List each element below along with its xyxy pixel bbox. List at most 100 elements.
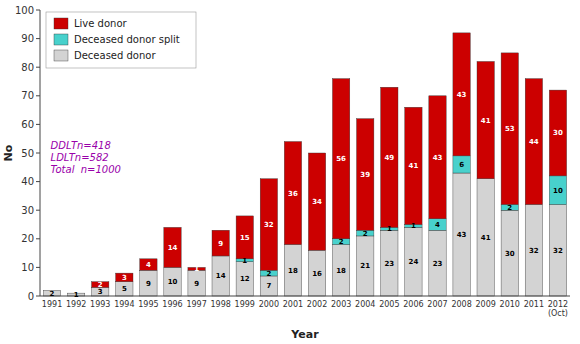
x-tick-label: 1993 xyxy=(90,300,110,309)
data-label: 2 xyxy=(50,290,55,298)
y-tick-label: 40 xyxy=(21,176,34,187)
x-tick-label: 2008 xyxy=(451,300,471,309)
y-axis-label: No xyxy=(2,144,15,161)
x-tick-label: 2004 xyxy=(355,300,375,309)
bar-segment xyxy=(381,230,398,296)
bar-segment xyxy=(429,230,446,296)
data-label: 4 xyxy=(435,221,440,229)
x-tick-label: 2000 xyxy=(259,300,279,309)
y-tick xyxy=(36,296,40,297)
data-label: 32 xyxy=(553,247,563,255)
data-label: 3 xyxy=(122,274,127,282)
y-tick xyxy=(36,238,40,239)
bar-segment xyxy=(308,250,325,296)
x-tick-label: 2012(Oct) xyxy=(548,300,568,318)
y-tick xyxy=(36,124,40,125)
y-tick-label: 90 xyxy=(21,33,34,44)
y-tick-label: 50 xyxy=(21,148,34,159)
legend-swatch xyxy=(54,18,68,29)
data-label: 5 xyxy=(122,285,127,293)
bar-segment xyxy=(453,156,470,173)
data-label: 6 xyxy=(459,161,464,169)
legend-box xyxy=(46,12,196,68)
y-tick xyxy=(36,267,40,268)
data-label: 23 xyxy=(384,260,394,268)
data-label: 36 xyxy=(288,190,298,198)
data-label: 49 xyxy=(384,154,394,162)
bar-segment xyxy=(332,245,349,296)
data-label: 30 xyxy=(505,250,515,258)
data-label: 9 xyxy=(218,240,223,248)
data-label: 18 xyxy=(288,267,298,275)
bar-segment xyxy=(501,210,518,296)
data-label: 30 xyxy=(553,129,563,137)
data-label: 15 xyxy=(240,234,250,242)
data-label: 2 xyxy=(363,230,368,238)
bar-segment xyxy=(549,90,566,176)
x-tick-label: 1996 xyxy=(162,300,182,309)
bar-segment xyxy=(212,256,229,296)
x-tick-label: 2005 xyxy=(379,300,399,309)
chart: 0102030405060708090100199119921993199419… xyxy=(0,0,580,344)
bar-segment xyxy=(381,87,398,227)
x-axis xyxy=(40,296,570,297)
legend-swatch xyxy=(54,50,68,61)
bar-segment xyxy=(164,227,181,267)
bar-segment xyxy=(260,179,277,271)
data-label: 41 xyxy=(481,234,491,242)
bar-segment xyxy=(453,173,470,296)
legend-label: Deceased donor split xyxy=(74,34,180,45)
x-tick-label: 2011 xyxy=(524,300,544,309)
data-label: 21 xyxy=(360,262,370,270)
data-label: 34 xyxy=(312,198,322,206)
bar-segment xyxy=(429,219,446,230)
x-tick-label: 2002 xyxy=(307,300,327,309)
data-label: 41 xyxy=(409,162,419,170)
data-label: 44 xyxy=(529,138,539,146)
data-label: 18 xyxy=(336,267,346,275)
data-label: 2 xyxy=(98,281,103,289)
x-axis-label: Year xyxy=(290,328,319,341)
legend-swatch xyxy=(54,34,68,45)
data-label: 1 xyxy=(387,225,392,233)
bar-segment xyxy=(525,204,542,296)
bar-segment xyxy=(116,273,133,282)
x-tick-label: 2007 xyxy=(427,300,447,309)
data-label: 12 xyxy=(240,275,250,283)
bar-segment xyxy=(308,153,325,250)
data-label: 14 xyxy=(216,272,226,280)
bar-segment xyxy=(549,176,566,205)
bar-segment xyxy=(453,33,470,156)
y-tick-label: 100 xyxy=(15,5,34,16)
data-label: 1 xyxy=(411,222,416,230)
bar-segment xyxy=(405,107,422,224)
data-label: 10 xyxy=(168,278,178,286)
x-tick-label: 2009 xyxy=(476,300,496,309)
bar-segment xyxy=(212,230,229,256)
bar-segment xyxy=(429,96,446,219)
y-tick xyxy=(36,95,40,96)
bar-segment xyxy=(357,119,374,231)
y-tick-label: 80 xyxy=(21,62,34,73)
data-label: 32 xyxy=(529,247,539,255)
x-tick-label: 1998 xyxy=(211,300,231,309)
data-label: 24 xyxy=(409,258,419,266)
data-label: 23 xyxy=(433,260,443,268)
legend-label: Deceased donor xyxy=(74,50,156,61)
bar-segment xyxy=(549,204,566,296)
bar-segment xyxy=(164,267,181,296)
y-tick xyxy=(36,210,40,211)
bar-segment xyxy=(236,216,253,259)
x-tick-label: 2010 xyxy=(500,300,520,309)
y-tick-label: 60 xyxy=(21,119,34,130)
x-tick-label: 2006 xyxy=(403,300,423,309)
x-tick-label: 1995 xyxy=(138,300,158,309)
y-tick-label: 70 xyxy=(21,90,34,101)
x-tick-label: 1992 xyxy=(66,300,86,309)
bar-segment xyxy=(405,227,422,296)
x-tick-label: 2001 xyxy=(283,300,303,309)
bar-segment xyxy=(116,282,133,296)
x-tick-label: 1997 xyxy=(186,300,206,309)
bar-segment xyxy=(236,262,253,296)
data-label: 9 xyxy=(146,280,151,288)
